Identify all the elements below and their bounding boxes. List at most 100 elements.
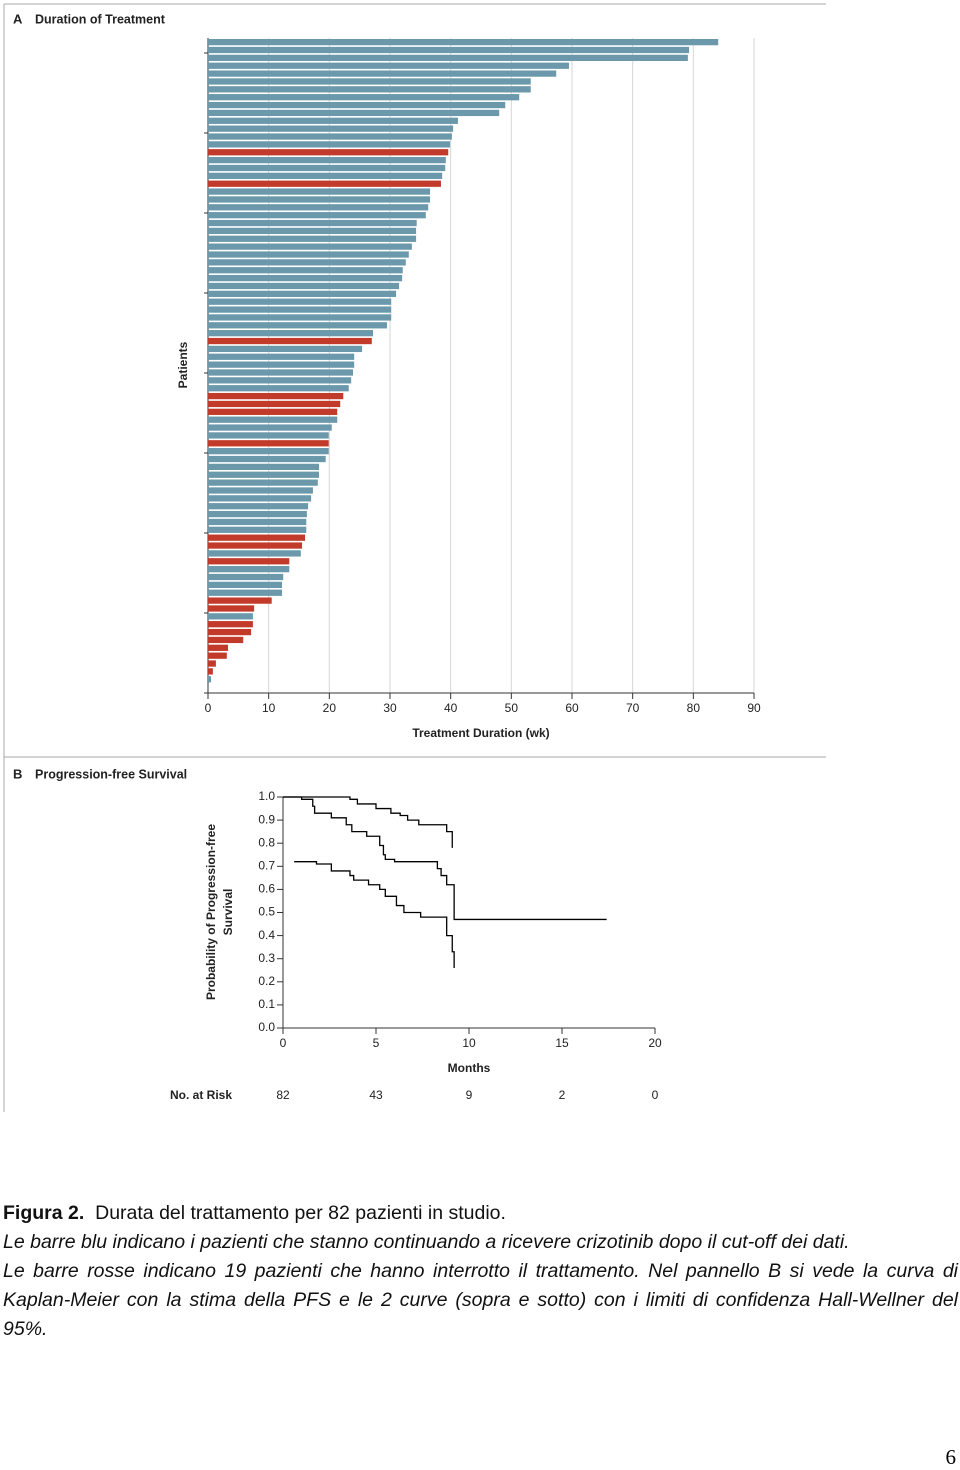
x-tick-label: 90 — [747, 701, 761, 715]
x-tick-label: 0 — [280, 1036, 287, 1050]
bar — [208, 204, 429, 211]
bar — [208, 440, 329, 447]
risk-label: No. at Risk — [170, 1088, 232, 1102]
bar — [208, 432, 329, 439]
bar — [208, 94, 520, 101]
bar — [208, 227, 417, 235]
bar — [208, 39, 719, 46]
survival-curve — [294, 861, 455, 968]
bar — [208, 46, 690, 54]
at-risk-value: 82 — [276, 1088, 290, 1102]
bar — [208, 573, 284, 581]
bar — [208, 644, 229, 651]
caption-text: Durata del trattamento per 82 pazienti i… — [95, 1202, 506, 1224]
bar — [208, 274, 403, 282]
y-tick-label: 0.6 — [258, 882, 275, 896]
x-tick-label: 20 — [323, 701, 337, 715]
bar — [208, 306, 392, 313]
bar — [208, 337, 372, 345]
survival-curve — [283, 796, 607, 921]
y-tick-label: 0.9 — [258, 812, 275, 826]
bar — [208, 133, 452, 140]
bar — [208, 156, 446, 164]
bar — [208, 589, 283, 596]
y-tick-label: 0.3 — [258, 951, 275, 965]
bar — [208, 141, 451, 148]
panel-letter: A — [13, 11, 23, 26]
bar — [208, 518, 307, 526]
bar — [208, 164, 446, 172]
bar — [208, 550, 301, 557]
bar — [208, 101, 506, 109]
x-tick-label: 5 — [373, 1036, 380, 1050]
bar — [208, 243, 412, 250]
y-tick-label: 1.0 — [258, 789, 275, 803]
x-tick-label: 10 — [462, 1036, 476, 1050]
bar — [208, 400, 341, 408]
page-number: 6 — [945, 1445, 957, 1469]
bar — [208, 628, 252, 636]
bar — [208, 172, 443, 179]
bar — [208, 526, 307, 533]
bar — [208, 495, 312, 502]
y-tick-label: 0.8 — [258, 835, 275, 849]
bar — [208, 676, 212, 683]
bar — [208, 125, 454, 132]
bar — [208, 267, 403, 274]
bar — [208, 416, 338, 423]
bar — [208, 558, 290, 565]
bar — [208, 86, 531, 93]
bar — [208, 62, 569, 69]
bar — [208, 117, 458, 124]
bar — [208, 621, 253, 628]
bar — [208, 392, 344, 400]
bar — [208, 188, 431, 195]
bar — [208, 471, 320, 478]
at-risk-value: 9 — [466, 1088, 473, 1102]
bar — [208, 463, 320, 471]
bar — [208, 180, 441, 187]
y-tick-label: 0.4 — [258, 928, 275, 942]
x-tick-label: 20 — [648, 1036, 662, 1050]
bar — [208, 149, 449, 156]
bar — [208, 54, 688, 61]
bar — [208, 605, 255, 612]
x-tick-label: 10 — [262, 701, 276, 715]
survival-curve — [283, 796, 453, 848]
bar — [208, 235, 417, 242]
bar — [208, 534, 306, 541]
x-tick-label: 30 — [383, 701, 397, 715]
bar — [208, 322, 387, 329]
y-tick-label: 0.0 — [258, 1020, 275, 1034]
x-axis-label: Months — [448, 1061, 491, 1075]
y-tick-label: 0.7 — [258, 858, 275, 872]
bar — [208, 345, 363, 353]
y-axis-label: Patients — [176, 341, 190, 388]
bar — [208, 109, 500, 117]
bar — [208, 581, 283, 589]
bar — [208, 503, 309, 510]
x-tick-label: 0 — [205, 701, 212, 715]
y-axis-label: Survival — [221, 889, 235, 936]
bar — [208, 314, 392, 321]
figure: A Duration of Treatment Patients Treatme… — [3, 3, 826, 1112]
x-tick-label: 40 — [444, 701, 458, 715]
bar — [208, 219, 417, 227]
at-risk-value: 43 — [369, 1088, 383, 1102]
bar — [208, 330, 374, 337]
bar — [208, 668, 213, 675]
x-tick-label: 70 — [626, 701, 640, 715]
x-axis-label: Treatment Duration (wk) — [412, 726, 549, 740]
bar — [208, 636, 244, 644]
y-tick-label: 0.5 — [258, 905, 275, 919]
panel-title: Progression-free Survival — [35, 767, 187, 781]
x-tick-label: 15 — [555, 1036, 569, 1050]
bar — [208, 479, 318, 486]
bar — [208, 282, 400, 290]
bar — [208, 259, 406, 266]
bar — [208, 448, 329, 455]
panel-title: Duration of Treatment — [35, 12, 166, 26]
bar — [208, 298, 392, 305]
y-tick-label: 0.2 — [258, 974, 275, 988]
